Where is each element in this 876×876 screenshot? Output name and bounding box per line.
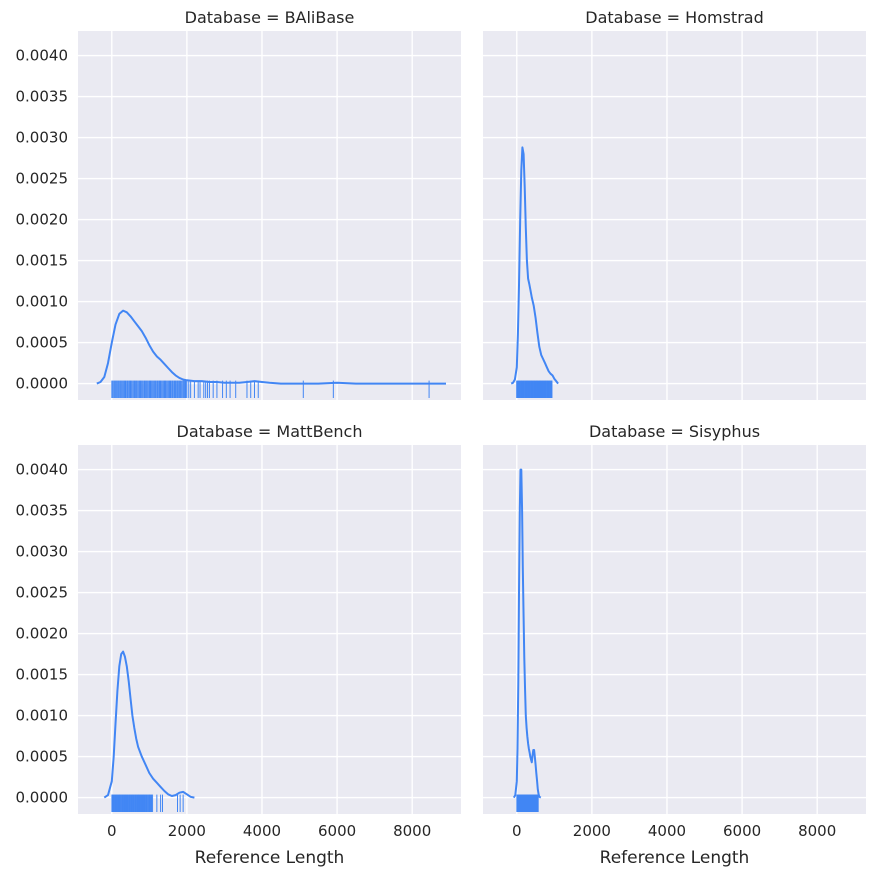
y-tick-label: 0.0000 xyxy=(16,789,69,807)
panel-title: Database = Sisyphus xyxy=(589,422,760,441)
panel-background xyxy=(483,31,866,400)
y-tick-label: 0.0040 xyxy=(16,47,69,65)
y-tick-label: 0.0025 xyxy=(16,170,69,188)
x-tick-label: 0 xyxy=(512,822,522,840)
x-tick-label: 6000 xyxy=(723,822,761,840)
y-tick-label: 0.0005 xyxy=(16,334,69,352)
x-tick-label: 8000 xyxy=(393,822,431,840)
kde-line xyxy=(512,468,542,799)
rug-marks xyxy=(111,380,430,398)
facet-panel-2: Database = Homstrad xyxy=(483,8,866,400)
y-tick-label: 0.0035 xyxy=(16,88,69,106)
facet-panel-3: Database = MattBench 0.0000 0.0005 0.0010 0.… xyxy=(16,422,461,868)
y-tick-label: 0.0015 xyxy=(16,666,69,684)
kde-line xyxy=(510,146,559,385)
y-tick-label: 0.0010 xyxy=(16,293,69,311)
facet-panel-4: Database = Sisyphus 0 2000 4000 6000 8000 Refe… xyxy=(483,422,866,868)
x-axis-label: Reference Length xyxy=(600,848,750,868)
rug-dense-band xyxy=(516,380,553,398)
y-tick-label: 0.0030 xyxy=(16,129,69,147)
x-tick-label: 2000 xyxy=(573,822,611,840)
y-tick-label: 0.0035 xyxy=(16,502,69,520)
y-tick-label: 0.0000 xyxy=(16,375,69,393)
y-tick-label: 0.0015 xyxy=(16,252,69,270)
x-tick-label: 6000 xyxy=(318,822,356,840)
y-tick-label: 0.0005 xyxy=(16,748,69,766)
rug-marks xyxy=(516,380,553,398)
panel-title: Database = BAliBase xyxy=(185,8,355,27)
x-tick-label: 8000 xyxy=(798,822,836,840)
x-tick-label: 2000 xyxy=(168,822,206,840)
y-tick-label: 0.0025 xyxy=(16,584,69,602)
y-tick-label: 0.0020 xyxy=(16,211,69,229)
panel-background xyxy=(78,31,461,400)
rug-dense-band xyxy=(111,794,154,812)
y-tick-label: 0.0040 xyxy=(16,461,69,479)
x-tick-label: 4000 xyxy=(243,822,281,840)
x-tick-label: 4000 xyxy=(648,822,686,840)
kde-line xyxy=(96,309,446,385)
y-tick-label: 0.0030 xyxy=(16,543,69,561)
y-tick-label: 0.0020 xyxy=(16,625,69,643)
rug-marks xyxy=(516,794,539,812)
panel-title: Database = Homstrad xyxy=(585,8,763,27)
facet-panel-1: Database = BAliBase 0.0000 0.0005 0.0010 0.0… xyxy=(16,8,461,400)
x-tick-label: 0 xyxy=(107,822,117,840)
rug-dense-band xyxy=(111,380,187,398)
kde-line xyxy=(103,650,195,799)
panel-background xyxy=(483,445,866,814)
rug-marks xyxy=(111,794,184,812)
panel-title: Database = MattBench xyxy=(177,422,363,441)
y-tick-label: 0.0010 xyxy=(16,707,69,725)
rug-dense-band xyxy=(516,794,539,812)
panel-background xyxy=(78,445,461,814)
x-axis-label: Reference Length xyxy=(195,848,345,868)
